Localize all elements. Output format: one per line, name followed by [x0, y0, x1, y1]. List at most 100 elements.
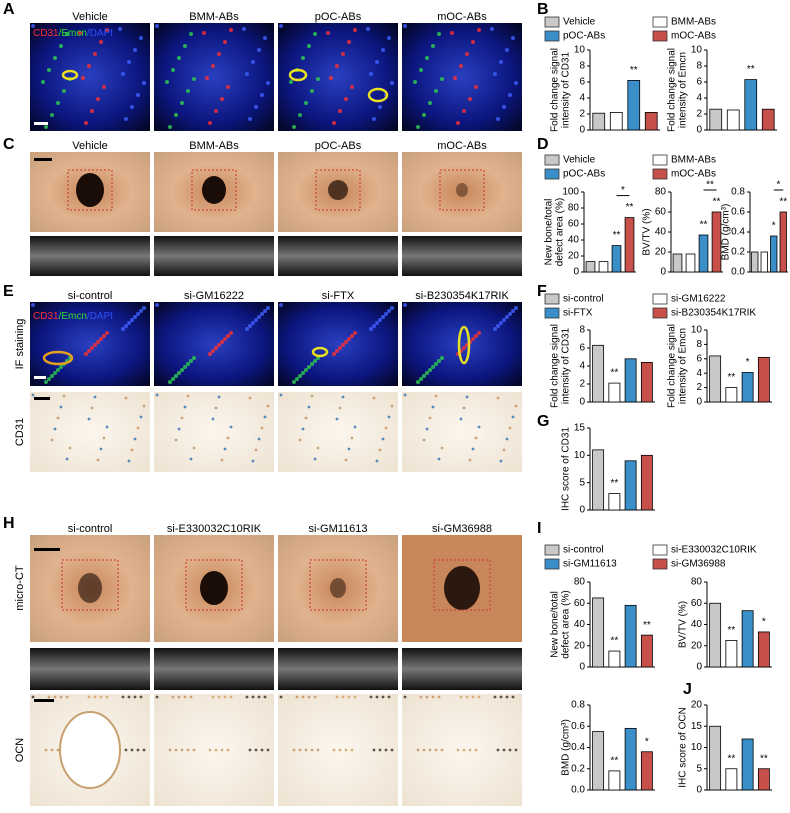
cell: [254, 748, 258, 752]
legend-swatch: [652, 154, 668, 166]
cell: [90, 406, 94, 410]
stain-part: /Emcn: [59, 311, 87, 322]
cell: [99, 337, 103, 341]
cell: [508, 93, 512, 97]
cell: [387, 695, 391, 699]
defect: [202, 176, 226, 204]
legend-swatch: [544, 558, 560, 570]
cell: [53, 427, 57, 431]
y-tick-label: 2: [579, 379, 585, 390]
bar: [744, 79, 758, 131]
cell: [130, 105, 134, 109]
cell: [381, 315, 385, 319]
xray-image: [30, 236, 150, 276]
bar: [709, 602, 722, 668]
cell: [50, 374, 54, 378]
cell: [226, 334, 230, 338]
cell: [251, 459, 255, 463]
cell: [347, 337, 351, 341]
legend-swatch: [544, 154, 560, 166]
bar: [761, 108, 775, 131]
cell: [434, 394, 438, 398]
cell: [257, 437, 261, 441]
cell: [353, 331, 357, 335]
cell: [56, 748, 60, 752]
cell: [142, 81, 146, 85]
y-tick-label: 0: [696, 785, 702, 796]
vessel: [42, 350, 74, 366]
cell: [171, 68, 175, 72]
cell: [307, 365, 311, 369]
y-tick-label: 4: [696, 368, 702, 379]
cell: [127, 321, 131, 325]
bar: [741, 372, 754, 403]
cell: [214, 109, 218, 113]
cell: [350, 334, 354, 338]
ihc-image: [154, 694, 274, 806]
xray-image: [30, 648, 150, 690]
y-tick-label: 0: [696, 662, 702, 673]
cell: [502, 748, 506, 752]
cell: [372, 324, 376, 328]
cell: [136, 426, 140, 430]
cell: [211, 349, 215, 353]
cell: [155, 393, 159, 397]
cell: [456, 121, 460, 125]
cell: [142, 306, 146, 310]
legend-label: si-E330032C10RIK: [671, 545, 757, 556]
bar: [611, 245, 622, 273]
cell: [496, 396, 500, 400]
cell: [353, 28, 357, 32]
cell: [335, 417, 339, 421]
ihc-image: [30, 392, 150, 472]
cell: [220, 340, 224, 344]
caption: mOC-ABs: [437, 11, 487, 23]
cell: [208, 352, 212, 356]
legend-swatch: [652, 544, 668, 556]
cell: [248, 117, 252, 121]
legend-label: si-GM11613: [563, 559, 617, 570]
cell: [93, 343, 97, 347]
bar: [741, 738, 754, 791]
ct-image: [402, 152, 522, 232]
caption: Vehicle: [72, 140, 107, 152]
y-tick-label: 2: [696, 109, 702, 120]
cell: [304, 748, 308, 752]
cell: [511, 695, 515, 699]
cell: [254, 318, 258, 322]
y-tick-label: 40: [574, 619, 586, 630]
cell: [295, 695, 299, 699]
legend-label: si-B230354K17RIK: [671, 308, 756, 319]
cell: [177, 56, 181, 60]
cell: [251, 321, 255, 325]
bar: [770, 235, 778, 273]
y-tick-label: 0: [579, 662, 585, 673]
cell: [248, 396, 252, 400]
cell: [183, 44, 187, 48]
cell: [139, 415, 143, 419]
cell: [474, 85, 478, 89]
cell: [263, 36, 267, 40]
cell: [174, 113, 178, 117]
y-axis-label: BMD (g/cm³): [561, 719, 572, 776]
stain-label: CD31/Emcn/DAPI: [33, 28, 113, 39]
ihc-image: [402, 392, 522, 472]
cell: [338, 406, 342, 410]
cell: [465, 695, 469, 699]
cell: [301, 695, 305, 699]
cell: [508, 748, 512, 752]
cell: [124, 324, 128, 328]
bar: [709, 355, 722, 403]
cell: [263, 695, 267, 699]
roi: [439, 169, 485, 211]
cell: [425, 695, 429, 699]
bar: [726, 109, 740, 131]
cell: [403, 24, 407, 28]
y-tick-label: 0.6: [731, 207, 745, 218]
y-tick-label: 6: [579, 343, 585, 354]
row-label: OCN: [14, 738, 26, 763]
cell: [298, 438, 302, 442]
cell: [229, 695, 233, 699]
cell: [313, 32, 317, 36]
cell: [155, 303, 159, 307]
